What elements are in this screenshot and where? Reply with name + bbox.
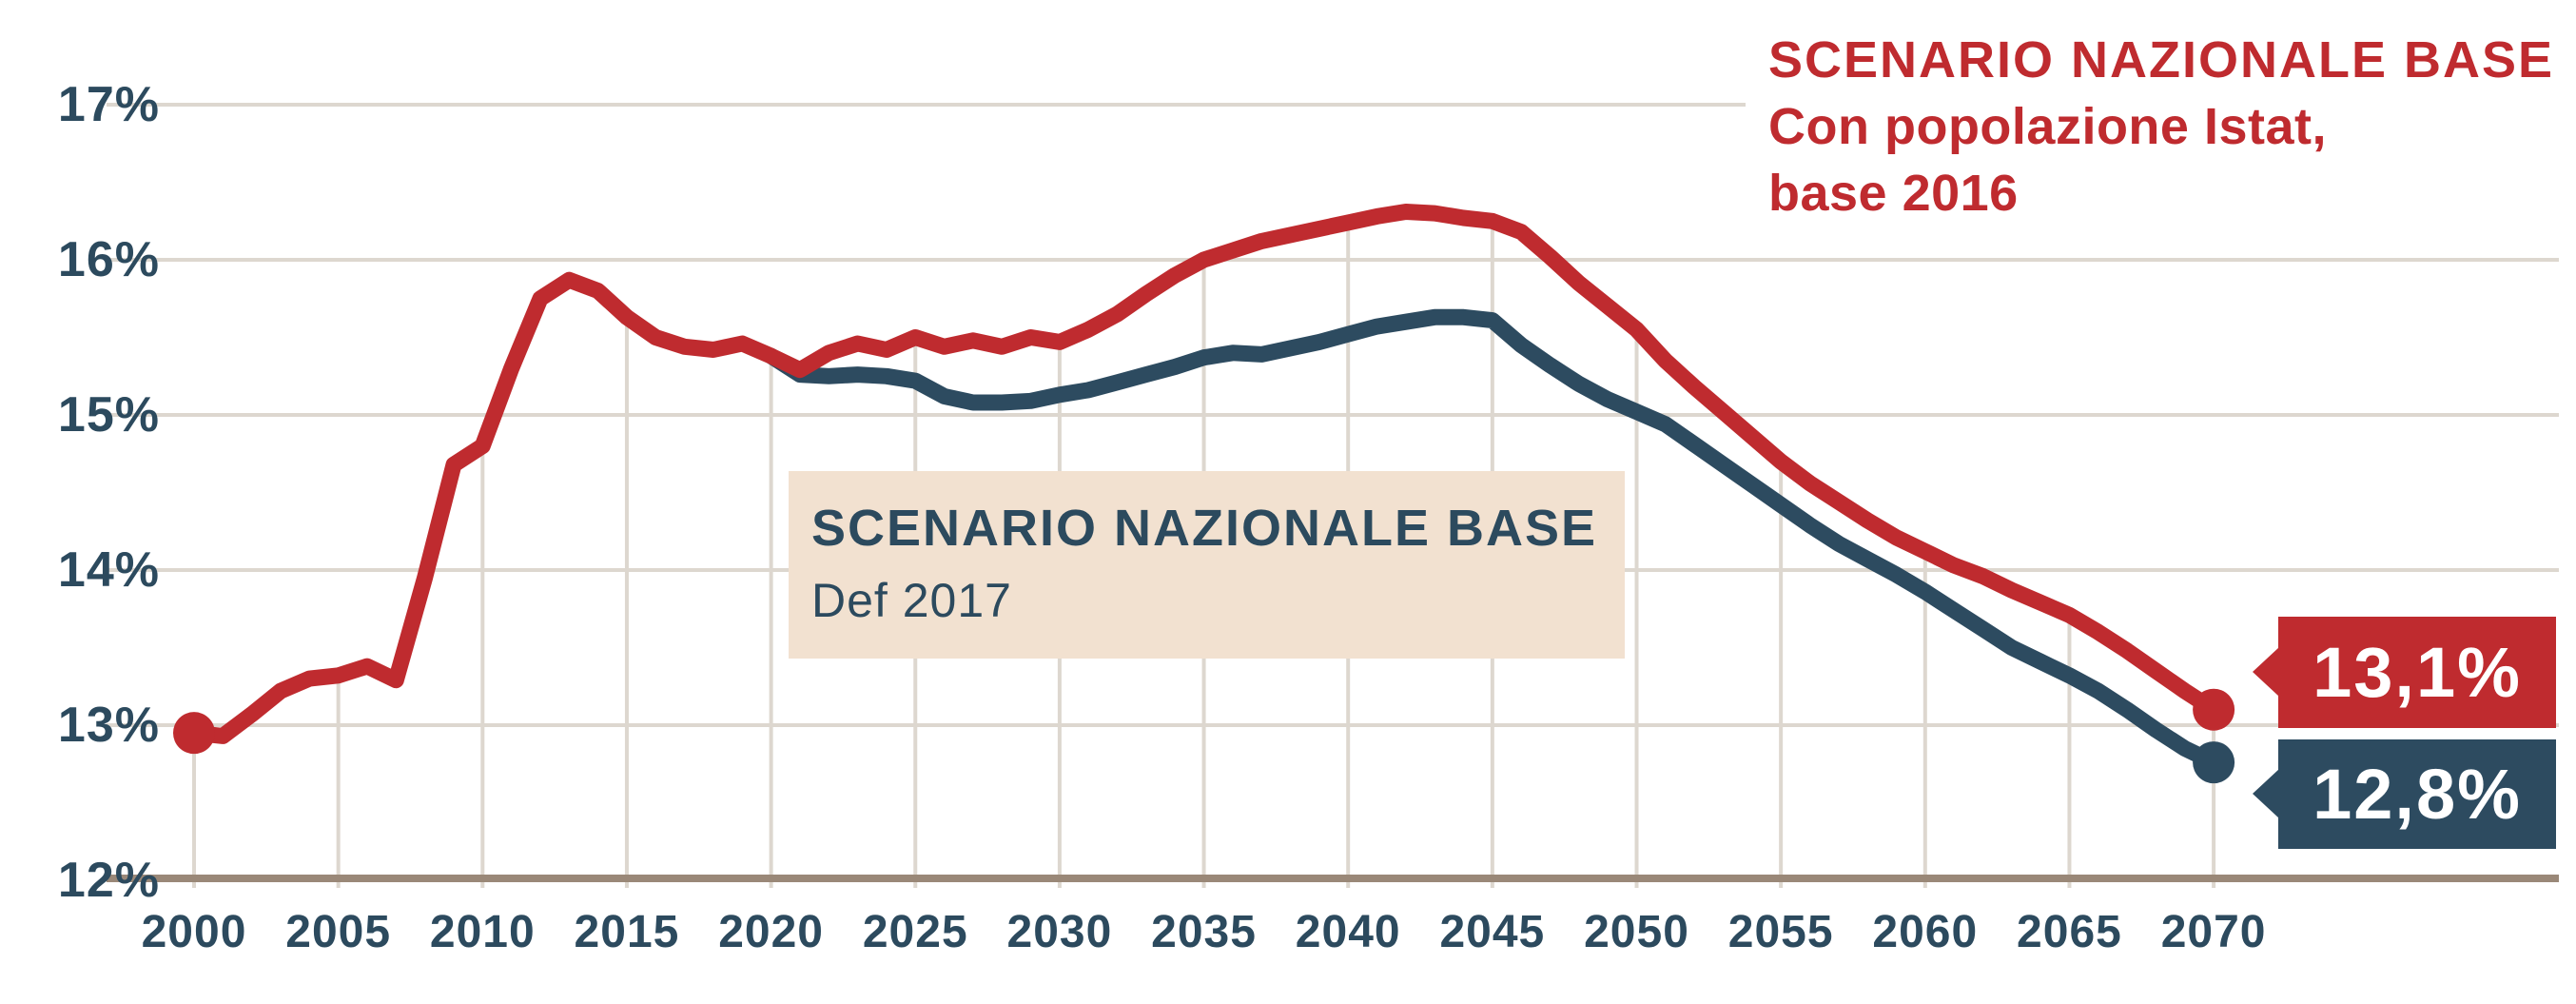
series-end-dot-red [2193,688,2235,731]
series-line-red [185,204,2222,744]
y-axis-label-15: 15% [57,387,160,443]
legend-red-block: SCENARIO NAZIONALE BASE Con popolazione … [1746,6,2576,226]
y-axis-label-12: 12% [57,853,160,908]
gridline-vertical-2065 [2067,615,2072,888]
gridline-vertical-2060 [1922,551,1927,888]
x-axis-label-2030: 2030 [1006,907,1113,957]
x-axis-label-2035: 2035 [1151,907,1257,957]
x-axis-label-2025: 2025 [862,907,968,957]
x-axis-line [107,875,2559,882]
x-axis-label-2015: 2015 [574,907,680,957]
y-axis-label-17: 17% [57,77,160,132]
x-axis-label-2055: 2055 [1727,907,1834,957]
gridline-vertical-2015 [624,317,629,888]
y-axis-label-13: 13% [57,698,160,753]
gridline-vertical-2000 [192,733,196,888]
series-end-dot-dark_blue [2193,741,2235,784]
callout-red: 13,1% [2253,617,2556,728]
gridline-vertical-2070 [2212,709,2216,888]
callout-blue: 12,8% [2253,739,2556,849]
x-axis-label-2070: 2070 [2160,907,2267,957]
x-axis-label-2010: 2010 [429,907,536,957]
gridline-horizontal-17 [107,103,2559,107]
gridline-horizontal-13 [107,723,2559,727]
gridline-vertical-2020 [769,356,773,888]
legend-red-title: SCENARIO NAZIONALE BASE [1768,31,2555,89]
x-axis-label-2040: 2040 [1295,907,1401,957]
x-axis-label-2060: 2060 [1872,907,1979,957]
series-start-dot-red [173,712,215,755]
gridline-vertical-2055 [1779,461,1784,888]
series-line-dark_blue [763,308,2222,771]
gridline-vertical-2050 [1634,329,1639,889]
inline-label-subtitle: Def 2017 [811,574,1012,627]
legend-red-subtitle-2: base 2016 [1768,165,2019,222]
legend-red-subtitle-1: Con popolazione Istat, [1768,98,2327,155]
x-axis-label-2050: 2050 [1584,907,1689,957]
series-lines [185,204,2222,771]
callout-red-value: 13,1% [2313,633,2522,712]
callout-blue-value: 12,8% [2313,755,2522,834]
gridline-vertical-2005 [336,675,341,888]
y-axis-label-16: 16% [57,232,160,287]
callout-blue-arrow-icon [2253,769,2279,818]
gridline-horizontal-15 [107,413,2559,417]
series-endpoint-dots [173,688,2235,784]
y-axis-label-14: 14% [57,542,160,598]
callout-red-arrow-icon [2253,647,2279,697]
inline-label-box: SCENARIO NAZIONALE BASE Def 2017 [789,471,1625,659]
x-axis-label-2020: 2020 [718,907,824,957]
x-axis-label-2065: 2065 [2017,907,2122,957]
gridline-vertical-2010 [480,445,485,888]
x-axis-label-2000: 2000 [141,907,247,957]
gridline-horizontal-16 [107,258,2559,262]
x-axis-label-2045: 2045 [1439,907,1546,957]
inline-label-title: SCENARIO NAZIONALE BASE [811,500,1598,557]
x-axis-label-2005: 2005 [285,907,392,957]
